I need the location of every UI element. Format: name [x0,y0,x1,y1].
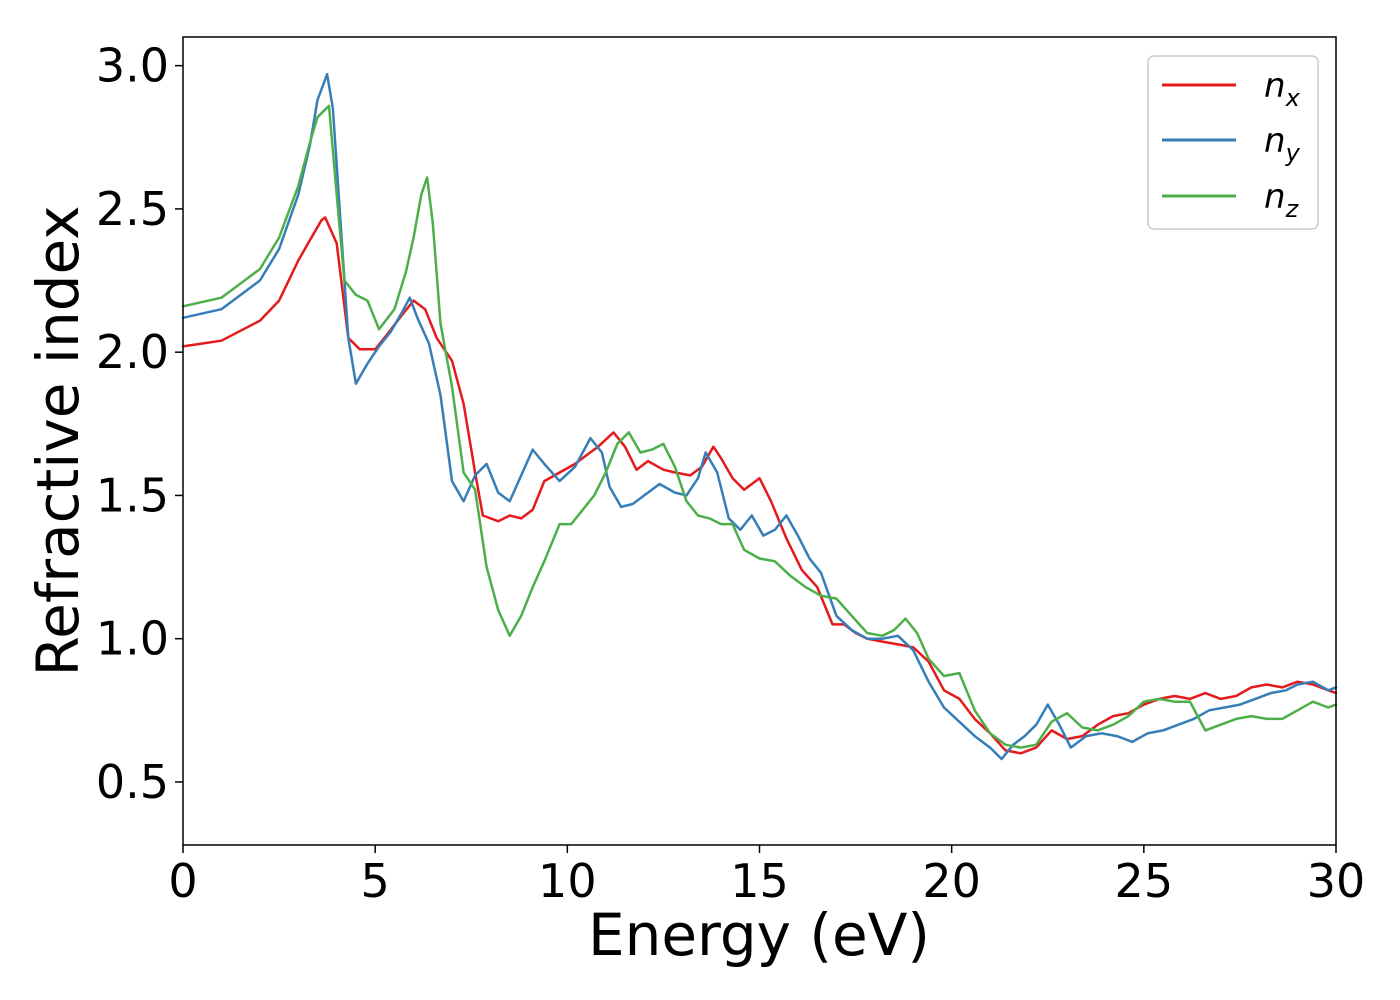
x-tick-label: 25 [1115,854,1174,908]
series-layer [181,72,1338,761]
x-tick-label: 30 [1307,854,1366,908]
x-tick-label: 5 [361,854,390,908]
legend: nx ny nz [1147,55,1319,230]
y-tick-label: 1.5 [96,468,169,522]
y-axis-ticks: 0.5 1.0 1.5 2.0 2.5 3.0 [96,39,183,809]
x-tick-label: 15 [730,854,789,908]
legend-box [1147,55,1319,230]
series-line-x [181,216,1338,755]
legend-label-z: nz [1264,177,1300,223]
y-tick-label: 2.0 [96,325,169,379]
legend-label-y: ny [1264,121,1301,167]
y-tick-label: 0.5 [96,755,169,809]
y-axis-title: Refractive index [24,205,92,676]
x-axis-title: Energy (eV) [588,901,930,969]
legend-label-x: nx [1264,66,1301,112]
y-tick-label: 3.0 [96,39,169,93]
series-line-z [181,104,1338,749]
x-tick-label: 20 [922,854,981,908]
x-axis-ticks: 0 5 10 15 20 25 30 [168,845,1365,908]
y-tick-label: 2.5 [96,182,169,236]
x-tick-label: 10 [538,854,597,908]
y-tick-label: 1.0 [96,612,169,666]
x-tick-label: 0 [168,854,197,908]
series-line-y [181,72,1338,761]
